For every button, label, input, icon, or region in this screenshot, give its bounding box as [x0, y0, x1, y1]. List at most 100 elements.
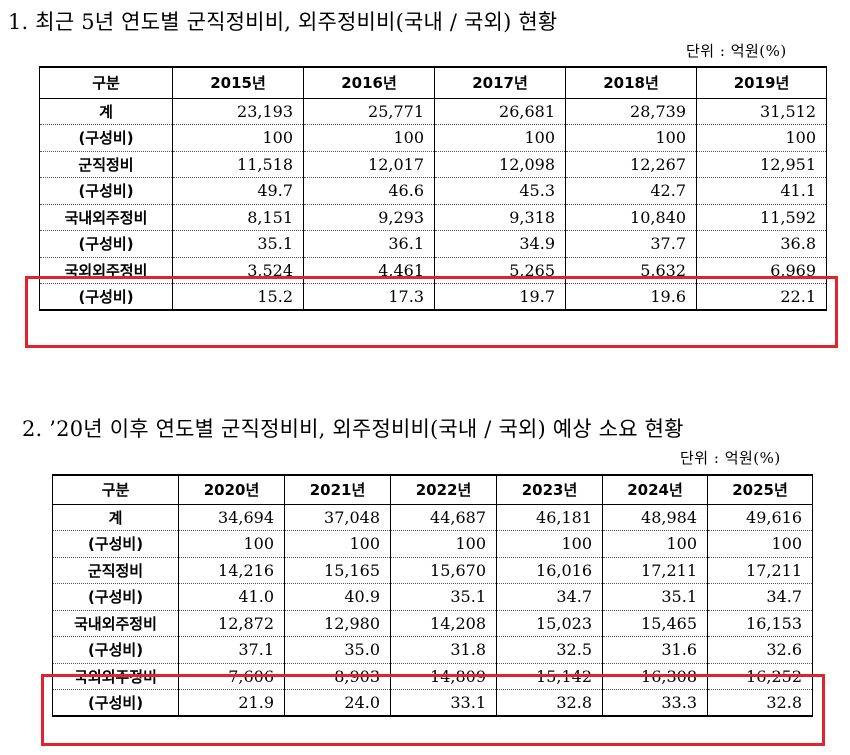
cell-value: 45.3	[434, 177, 566, 205]
cell-value: 32.5	[496, 636, 603, 664]
cell-value: 100	[696, 124, 827, 152]
cell-value: 100	[496, 530, 603, 558]
row-label: 군직정비	[39, 151, 173, 178]
table-row: (구성비) 100 100 100 100 100	[39, 124, 827, 152]
row-label: 계	[39, 98, 173, 125]
row-label: (구성비)	[39, 230, 173, 258]
cell-value: 48,984	[602, 504, 708, 531]
cell-value: 16,016	[496, 557, 603, 584]
row-label: 국내외주정비	[39, 204, 173, 231]
header-category: 구분	[52, 475, 179, 505]
header-year: 2015년	[172, 67, 304, 99]
row-label: (구성비)	[52, 583, 179, 611]
cell-value: 12,980	[284, 610, 391, 637]
row-label: 군직정비	[52, 557, 179, 584]
cell-value: 35.1	[390, 583, 497, 611]
cell-value: 14,216	[178, 557, 285, 584]
cell-value: 9,293	[303, 204, 435, 231]
cell-value: 36.8	[696, 230, 827, 258]
header-year: 2019년	[696, 67, 827, 99]
header-year: 2022년	[390, 475, 497, 505]
cell-value: 23,193	[172, 98, 304, 125]
cell-value: 44,687	[390, 504, 497, 531]
cell-value: 40.9	[284, 583, 391, 611]
cell-value: 31.6	[602, 636, 708, 664]
cell-value: 17.3	[303, 283, 435, 311]
table-2020-2025: 구분 2020년 2021년 2022년 2023년 2024년 2025년 계 34,694…	[52, 474, 813, 717]
row-label: (구성비)	[39, 124, 173, 152]
section1-unit: 단위 : 억원(%)	[686, 42, 787, 60]
cell-value: 17,211	[707, 557, 813, 584]
cell-value: 35.1	[172, 230, 304, 258]
row-label: 국외외주정비	[39, 257, 173, 284]
cell-value: 100	[178, 530, 285, 558]
header-year: 2018년	[565, 67, 697, 99]
cell-value: 41.1	[696, 177, 827, 205]
cell-value: 100	[284, 530, 391, 558]
cell-value: 17,211	[602, 557, 708, 584]
row-label: (구성비)	[39, 283, 173, 311]
cell-value: 100	[565, 124, 697, 152]
cell-value: 34.9	[434, 230, 566, 258]
section2-title: 2. ’20년 이후 연도별 군직정비비, 외주정비비(국내 / 국외) 예상 …	[22, 417, 684, 441]
cell-value: 100	[707, 530, 813, 558]
cell-value: 15,023	[496, 610, 603, 637]
cell-value: 46.6	[303, 177, 435, 205]
table-row: (구성비) 37.1 35.0 31.8 32.5 31.6 32.6	[52, 636, 813, 664]
row-label: (구성비)	[52, 530, 179, 558]
row-label: (구성비)	[52, 636, 179, 664]
cell-value: 12,098	[434, 151, 566, 178]
cell-value: 49.7	[172, 177, 304, 205]
table-row: 군직정비 14,216 15,165 15,670 16,016 17,211 17,211	[52, 557, 813, 584]
cell-value: 9,318	[434, 204, 566, 231]
cell-value: 37.1	[178, 636, 285, 664]
cell-value: 28,739	[565, 98, 697, 125]
table-row: 군직정비 11,518 12,017 12,098 12,267 12,951	[39, 151, 827, 178]
header-year: 2025년	[707, 475, 813, 505]
cell-value: 15,670	[390, 557, 497, 584]
cell-value: 100	[602, 530, 708, 558]
cell-value: 12,872	[178, 610, 285, 637]
cell-value: 35.1	[602, 583, 708, 611]
header-category: 구분	[39, 67, 173, 99]
table-header-row: 구분 2015년 2016년 2017년 2018년 2019년	[39, 67, 827, 99]
header-year: 2024년	[602, 475, 708, 505]
cell-value: 11,518	[172, 151, 304, 178]
cell-value: 35.0	[284, 636, 391, 664]
table-row: 국내외주정비 12,872 12,980 14,208 15,023 15,465 16,1…	[52, 610, 813, 637]
cell-value: 8,151	[172, 204, 304, 231]
cell-value: 4,461	[303, 257, 435, 284]
cell-value: 26,681	[434, 98, 566, 125]
cell-value: 46,181	[496, 504, 603, 531]
row-label: 국내외주정비	[52, 610, 179, 637]
table-row: (구성비) 21.9 24.0 33.1 32.8 33.3 32.8	[52, 689, 813, 717]
cell-value: 19.6	[565, 283, 697, 311]
highlight-box-overseas	[41, 674, 825, 746]
table-row: 국외외주정비 3,524 4,461 5,265 5,632 6,969	[39, 257, 827, 284]
highlight-box-overseas	[25, 276, 838, 348]
cell-value: 32.8	[707, 689, 813, 717]
cell-value: 49,616	[707, 504, 813, 531]
cell-value: 100	[303, 124, 435, 152]
header-year: 2020년	[178, 475, 285, 505]
header-year: 2016년	[303, 67, 435, 99]
row-label: (구성비)	[39, 177, 173, 205]
cell-value: 15.2	[172, 283, 304, 311]
cell-value: 16,153	[707, 610, 813, 637]
cell-value: 15,465	[602, 610, 708, 637]
cell-value: 12,267	[565, 151, 697, 178]
header-year: 2017년	[434, 67, 566, 99]
cell-value: 41.0	[178, 583, 285, 611]
cell-value: 22.1	[696, 283, 827, 311]
cell-value: 6,969	[696, 257, 827, 284]
row-label: (구성비)	[52, 689, 179, 717]
table-row: 계 34,694 37,048 44,687 46,181 48,984 49,616	[52, 504, 813, 531]
row-label: 계	[52, 504, 179, 531]
cell-value: 10,840	[565, 204, 697, 231]
table-row: (구성비) 49.7 46.6 45.3 42.7 41.1	[39, 177, 827, 205]
cell-value: 12,951	[696, 151, 827, 178]
cell-value: 42.7	[565, 177, 697, 205]
section2-unit: 단위 : 억원(%)	[680, 449, 781, 467]
cell-value: 32.8	[496, 689, 603, 717]
cell-value: 31.8	[390, 636, 497, 664]
